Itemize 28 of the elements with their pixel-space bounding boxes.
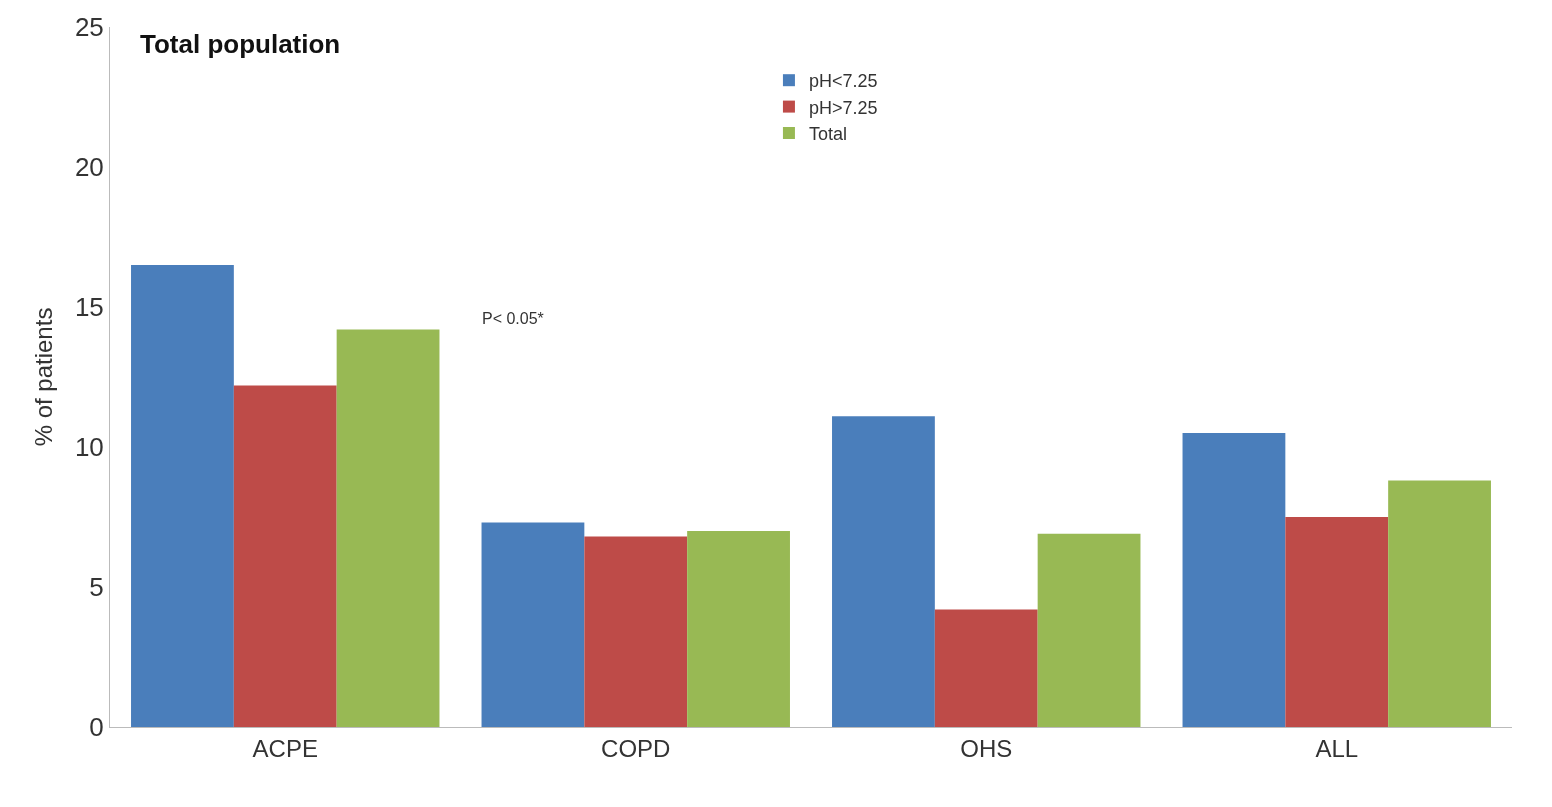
bar [1285, 517, 1389, 727]
legend-label: Total [808, 124, 847, 145]
bar [584, 536, 688, 727]
chart-title: Total population [140, 29, 341, 59]
bar [934, 609, 1038, 727]
y-tick-label: 15 [74, 292, 104, 323]
bar [336, 329, 440, 727]
y-tick-label: 25 [74, 12, 104, 43]
bar [481, 522, 585, 727]
x-tick-label: OHS [960, 734, 1013, 762]
x-tick-label: ACPE [252, 734, 318, 762]
legend-label: pH>7.25 [808, 97, 878, 118]
y-tick-label: 5 [89, 572, 104, 603]
bar [131, 265, 234, 727]
x-tick-label: ALL [1315, 734, 1359, 762]
bar [1388, 480, 1491, 727]
bar [832, 416, 935, 727]
bar [687, 531, 790, 727]
x-tick-label: COPD [601, 734, 671, 762]
bar [233, 385, 337, 727]
annotation: P< 0.05* [482, 310, 544, 327]
y-tick-label: 0 [89, 712, 104, 743]
bar [1037, 533, 1141, 727]
bar [1182, 433, 1286, 727]
legend-label: pH<7.25 [808, 71, 878, 92]
y-tick-label: 20 [74, 152, 104, 183]
y-tick-label: 10 [74, 432, 104, 463]
y-axis-title: % of patients [29, 307, 57, 447]
